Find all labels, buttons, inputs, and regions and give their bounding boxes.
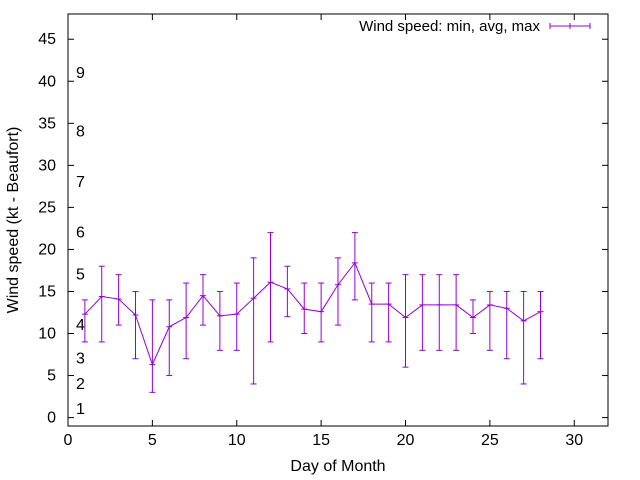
y-axis-title: Wind speed (kt - Beaufort) — [5, 127, 22, 314]
plot-border — [67, 13, 609, 427]
beaufort-scale-labels: 1 2 3 4 5 6 7 8 9 — [76, 65, 85, 418]
y-tick-label: 35 — [38, 115, 56, 132]
beaufort-label: 9 — [76, 65, 85, 82]
x-tick-label: 25 — [481, 432, 499, 449]
beaufort-label: 3 — [76, 351, 85, 368]
y-tick-label: 45 — [38, 31, 56, 48]
y-tick-label: 5 — [47, 368, 56, 385]
beaufort-label: 8 — [76, 124, 85, 141]
y-tick-label: 40 — [38, 73, 56, 90]
legend-sample — [549, 23, 591, 29]
y-tick-label: 30 — [38, 157, 56, 174]
y-tick-label: 20 — [38, 241, 56, 258]
y-tick-label: 10 — [38, 326, 56, 343]
x-tick-label: 10 — [228, 432, 246, 449]
plot-frame — [67, 13, 609, 427]
y-tick-label: 25 — [38, 199, 56, 216]
beaufort-label: 7 — [76, 174, 85, 191]
y-tick-label: 15 — [38, 283, 56, 300]
x-tick-label: 15 — [312, 432, 330, 449]
beaufort-label: 5 — [76, 267, 85, 284]
y-tick-label: 0 — [47, 410, 56, 427]
beaufort-label: 1 — [76, 401, 85, 418]
x-tick-label: 20 — [397, 432, 415, 449]
series-layer — [81, 232, 544, 393]
beaufort-label: 2 — [76, 376, 85, 393]
x-tick-label: 5 — [148, 432, 157, 449]
legend-label: Wind speed: min, avg, max — [359, 18, 540, 35]
x-axis-title: Day of Month — [290, 458, 385, 475]
avg-line — [84, 261, 541, 366]
beaufort-label: 4 — [76, 317, 85, 334]
x-tick-label: 0 — [64, 432, 73, 449]
beaufort-label: 6 — [76, 225, 85, 242]
x-axis: 0 5 10 15 20 25 30 — [64, 14, 583, 449]
legend: Wind speed: min, avg, max — [359, 18, 591, 35]
x-tick-label: 30 — [565, 432, 583, 449]
